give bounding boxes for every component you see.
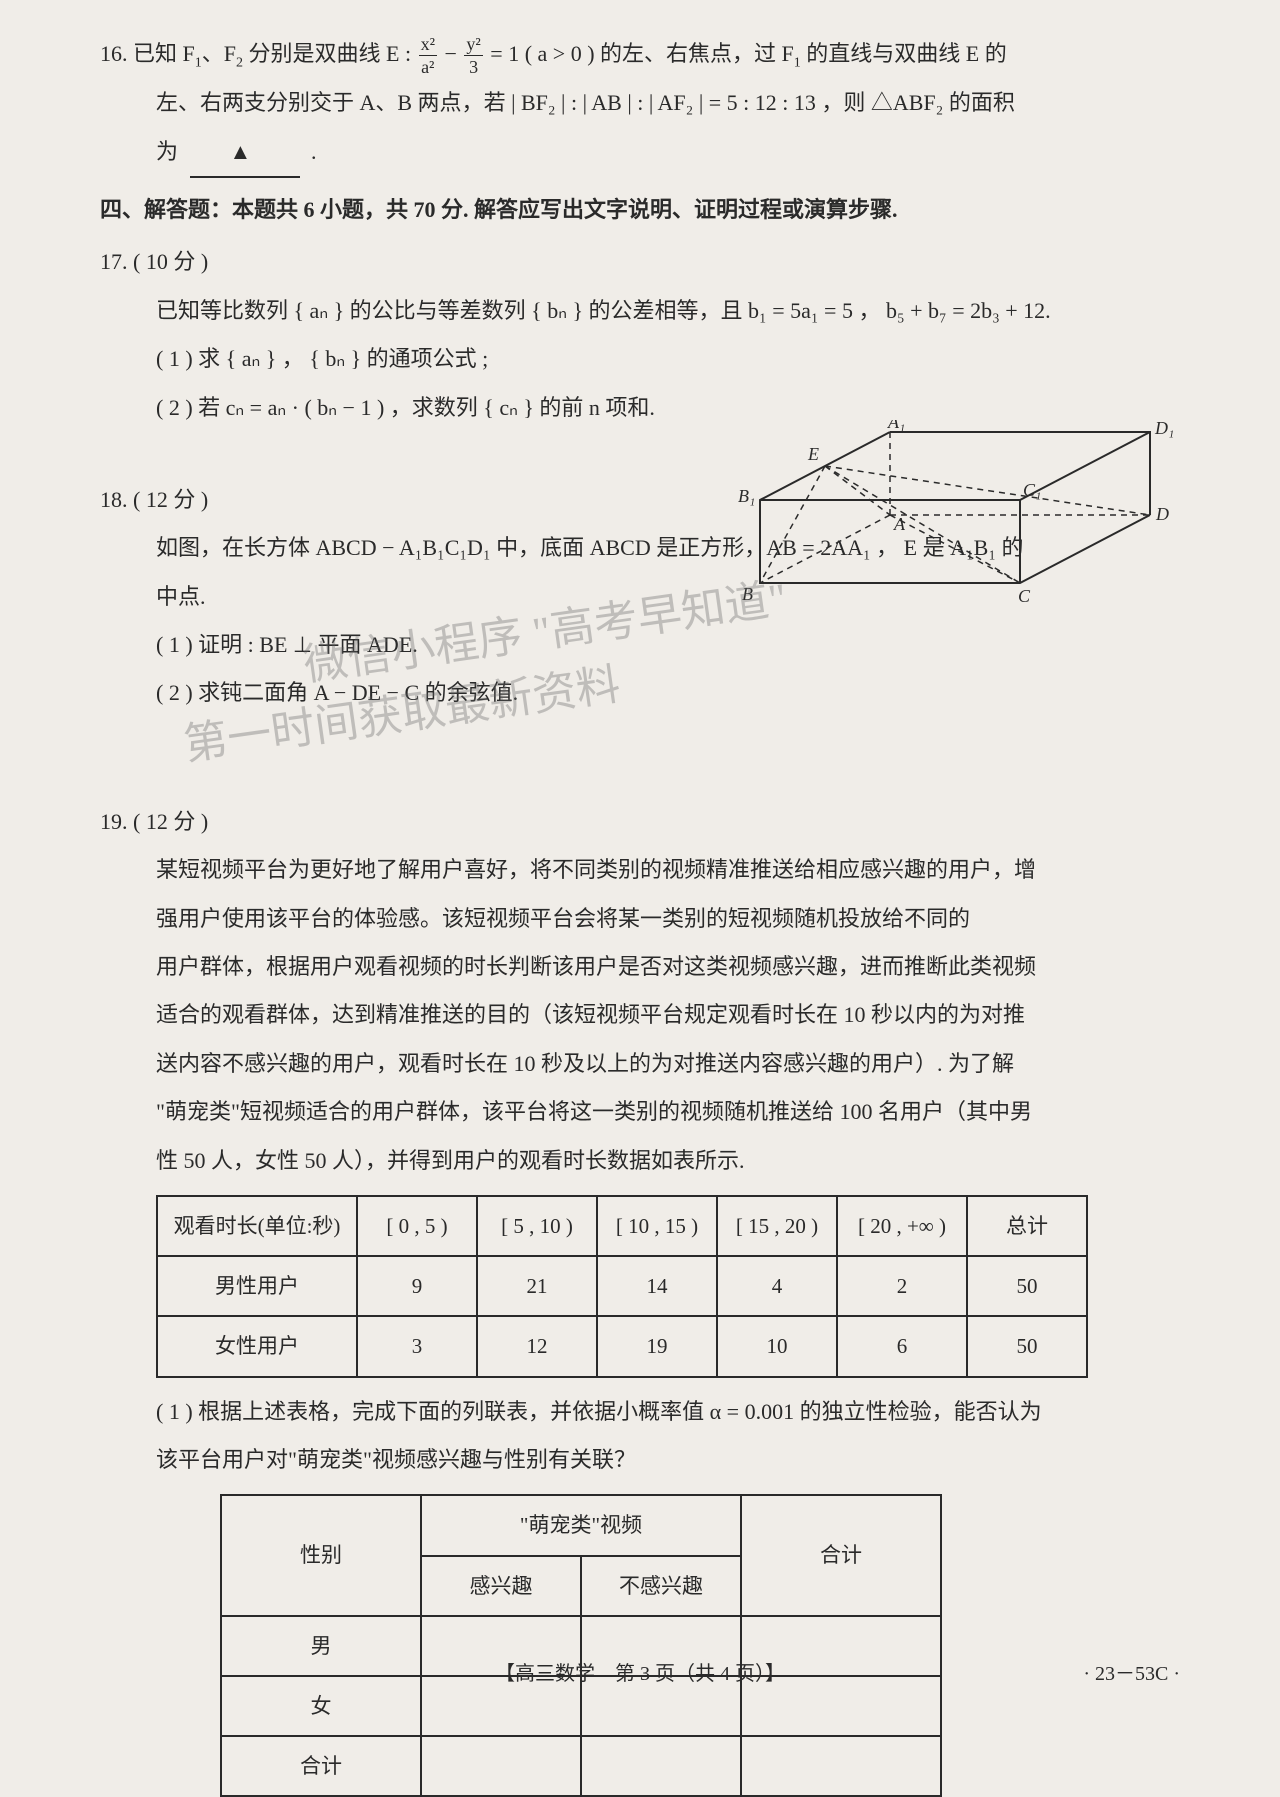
q19-sub1b: 该平台用户对"萌宠类"视频感兴趣与性别有关联？ [100,1436,1190,1484]
label-C1: C₁ [1023,480,1041,500]
table-row: 女性用户 3 12 19 10 6 50 [157,1316,1087,1376]
footer-code: · 23－53C · [1083,1657,1180,1686]
label-D1: D₁ [1154,420,1174,438]
label-A1: A₁ [887,420,905,432]
table-row: 合计 [221,1736,941,1796]
answer-blank: ▲ [190,128,300,178]
q19-p6: "萌宠类"短视频适合的用户群体，该平台将这一类别的视频随机推送给 100 名用户… [100,1088,1190,1136]
q17-l2: ( 1 ) 求 { aₙ } ， { bₙ } 的通项公式 ; [100,335,1190,383]
question-19: 19. ( 12 分 ) 某短视频平台为更好地了解用户喜好，将不同类别的视频精准… [100,798,1190,1797]
q19-p7: 性 50 人，女性 50 人），并得到用户的观看时长数据如表所示. [100,1137,1190,1185]
q17-l1: 已知等比数列 { aₙ } 的公比与等差数列 { bₙ } 的公差相等，且 b₁… [100,287,1190,335]
table-row: 性别 "萌宠类"视频 合计 [221,1495,941,1555]
th-video: "萌宠类"视频 [421,1495,741,1555]
label-C: C [1018,586,1031,606]
duration-table: 观看时长(单位:秒) [ 0 , 5 ) [ 5 , 10 ) [ 10 , 1… [156,1195,1088,1378]
label-B1: B₁ [738,486,755,506]
cuboid-diagram: A₁ D₁ B₁ C₁ A D B C E [720,420,1180,650]
label-A: A [893,514,906,534]
section-4-heading: 四、解答题：本题共 6 小题，共 70 分. 解答应写出文字说明、证明过程或演算… [100,186,1190,234]
table-row: 观看时长(单位:秒) [ 0 , 5 ) [ 5 , 10 ) [ 10 , 1… [157,1196,1087,1256]
label-B: B [742,584,753,604]
q19-p3: 用户群体，根据用户观看视频的时长判断该用户是否对这类视频感兴趣，进而推断此类视频 [100,943,1190,991]
th-interested: 感兴趣 [421,1556,581,1616]
q16-line2: 左、右两支分别交于 A、B 两点，若 | BF₂ | : | AB | : | … [100,79,1190,127]
q19-p1: 某短视频平台为更好地了解用户喜好，将不同类别的视频精准推送给相应感兴趣的用户，增 [100,846,1190,894]
question-16: 16. 已知 F1、F2 分别是双曲线 E : x²a² − y²3 = 1 (… [100,30,1190,178]
q16-text: 16. 已知 F1、F2 分别是双曲线 E : x²a² − y²3 = 1 (… [100,41,1007,66]
label-E: E [807,444,819,464]
q19-p2: 强用户使用该平台的体验感。该短视频平台会将某一类别的短视频随机投放给不同的 [100,895,1190,943]
label-D: D [1155,504,1169,524]
th-duration: 观看时长(单位:秒) [157,1196,357,1256]
q17-head: 17. ( 10 分 ) [100,238,1190,286]
table-row: 男性用户 9 21 14 4 2 50 [157,1256,1087,1316]
q19-p5: 送内容不感兴趣的用户，观看时长在 10 秒及以上的为对推送内容感兴趣的用户）. … [100,1040,1190,1088]
q19-p4: 适合的观看群体，达到精准推送的目的（该短视频平台规定观看时长在 10 秒以内的为… [100,991,1190,1039]
th-sex: 性别 [221,1495,421,1615]
th-total: 合计 [741,1495,941,1615]
q19-sub1a: ( 1 ) 根据上述表格，完成下面的列联表，并依据小概率值 α = 0.001 … [100,1388,1190,1436]
q16-line3: 为 ▲ . [100,128,1190,178]
question-17: 17. ( 10 分 ) 已知等比数列 { aₙ } 的公比与等差数列 { bₙ… [100,238,1190,432]
footer-center: 【高三数学 第 3 页（共 4 页）】 [495,1663,785,1685]
q19-head: 19. ( 12 分 ) [100,798,1190,846]
q18-l3: ( 2 ) 求钝二面角 A − DE − C 的余弦值. [100,669,1190,717]
th-not-interested: 不感兴趣 [581,1556,741,1616]
page-footer: 【高三数学 第 3 页（共 4 页）】 · 23－53C · [0,1657,1280,1686]
contingency-table: 性别 "萌宠类"视频 合计 感兴趣 不感兴趣 男 女 合计 [220,1494,942,1797]
